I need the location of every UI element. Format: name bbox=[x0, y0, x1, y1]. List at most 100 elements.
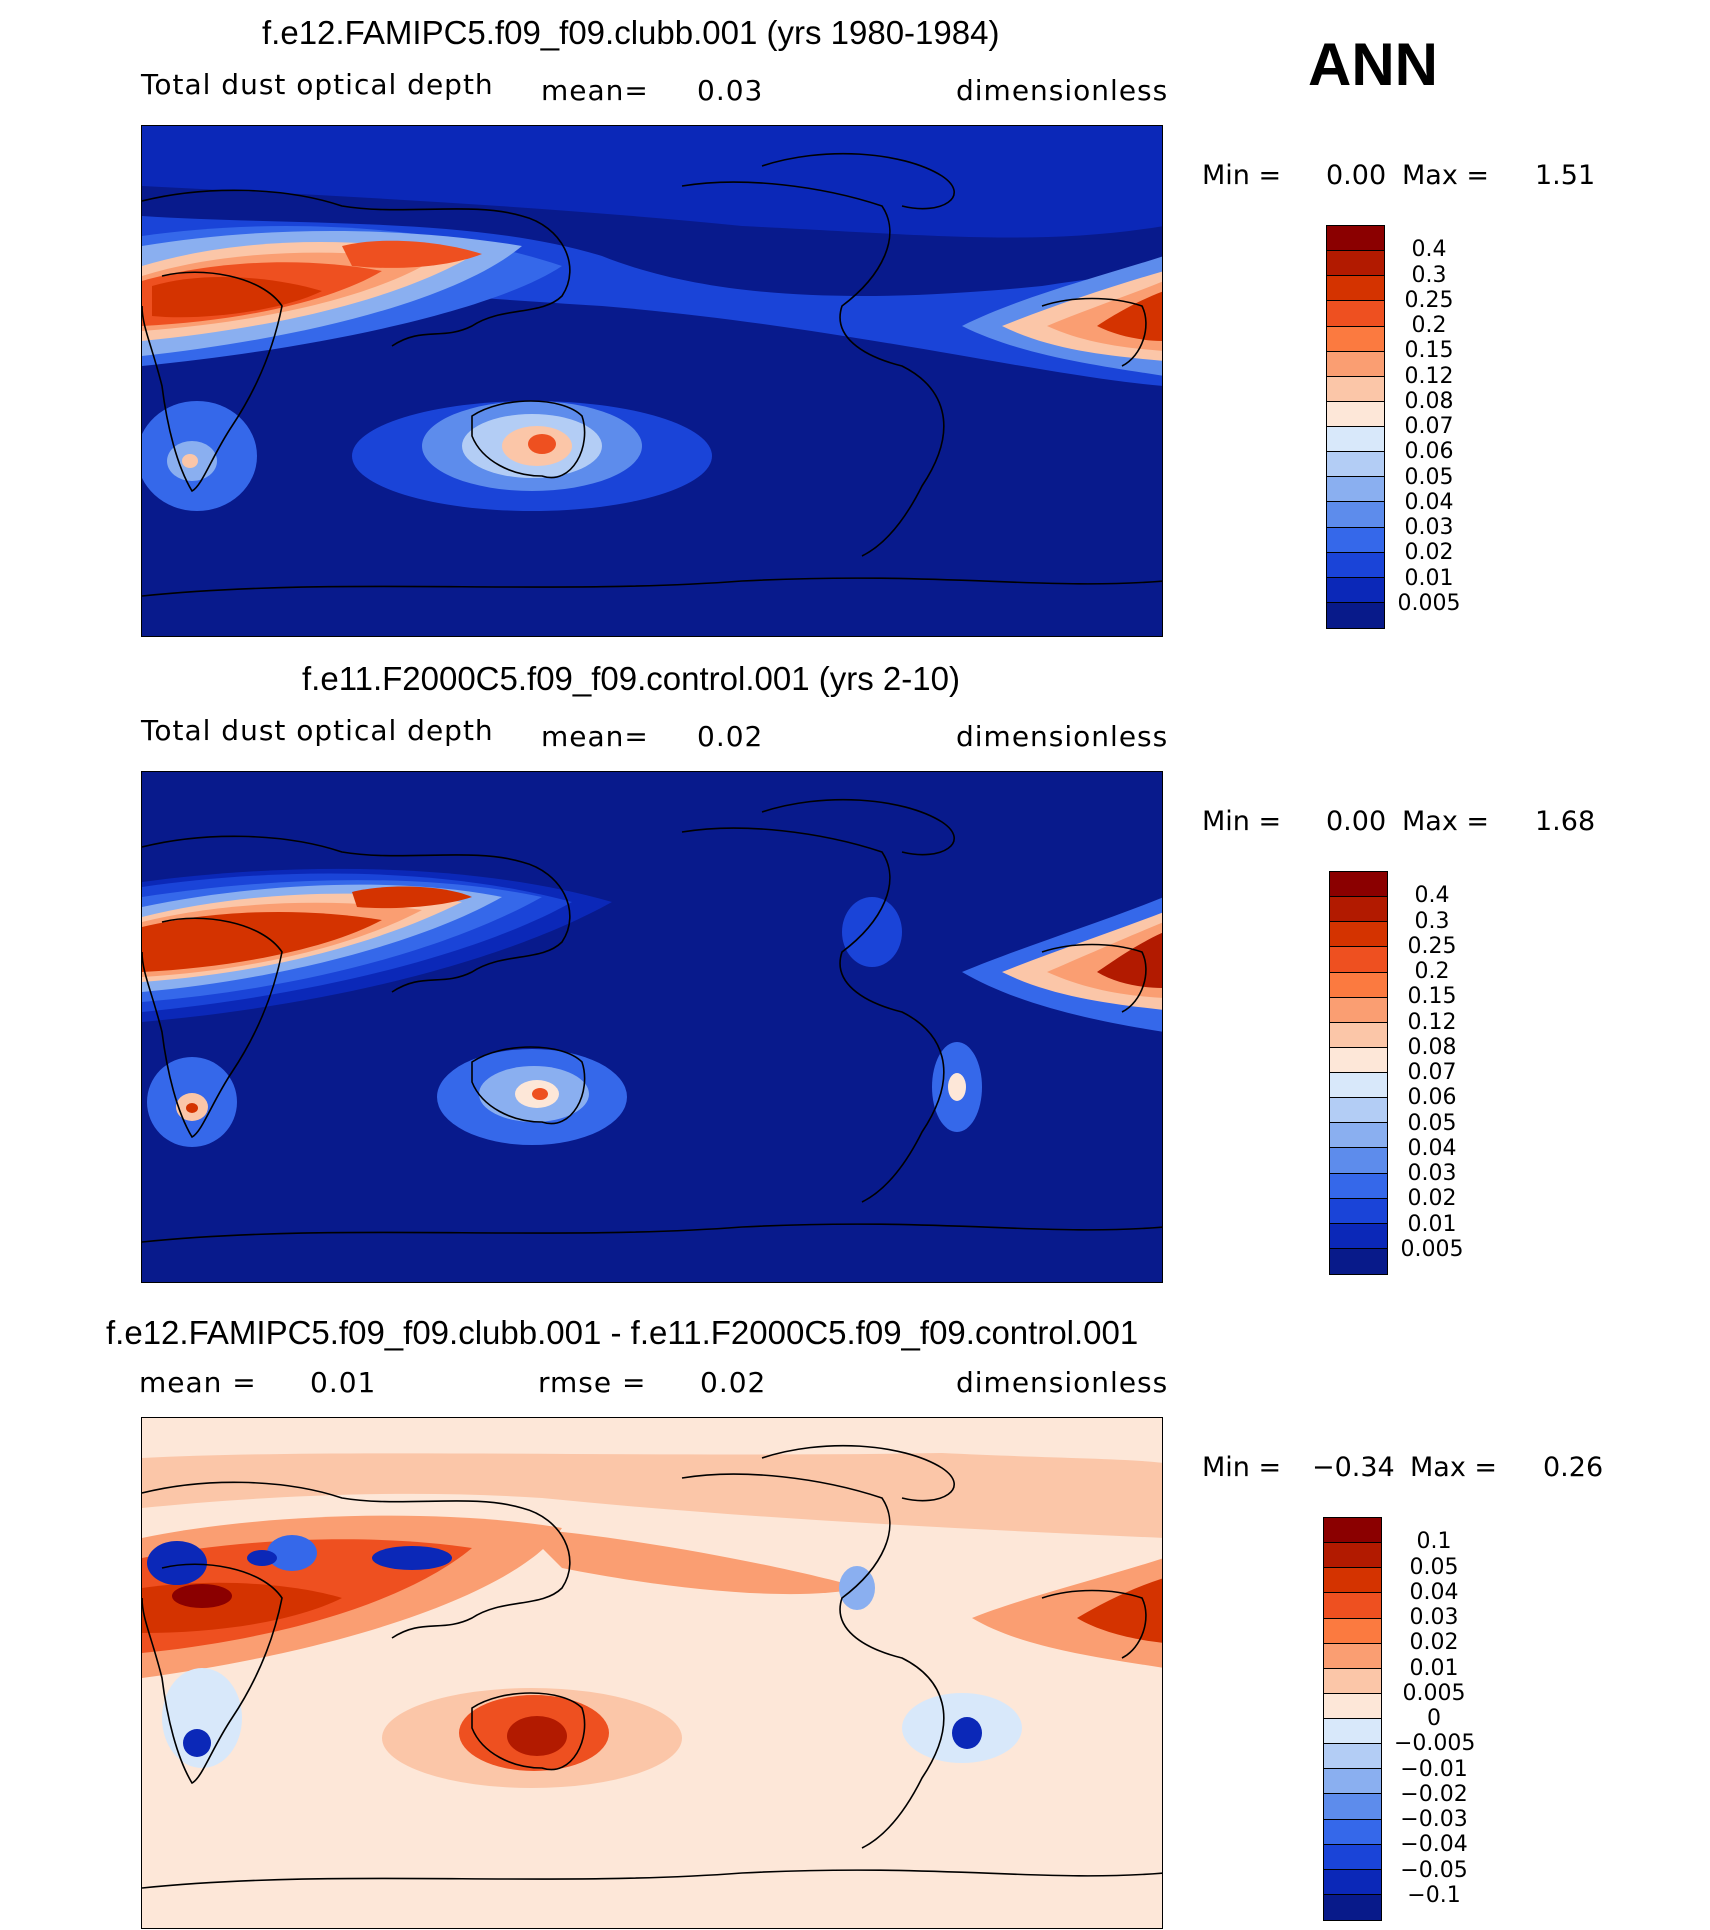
colorbar-swatch bbox=[1327, 351, 1384, 377]
colorbar-level-label: 0.2 bbox=[1414, 959, 1450, 984]
panel3-mean-label: mean = bbox=[139, 1366, 257, 1399]
colorbar-level-label: −0.005 bbox=[1394, 1731, 1476, 1757]
colorbar-swatch bbox=[1330, 947, 1387, 973]
panel2-map-field bbox=[142, 772, 1162, 1282]
colorbar-swatch bbox=[1324, 1618, 1381, 1644]
panel2-title: f.e11.F2000C5.f09_f09.control.001 (yrs 2… bbox=[302, 660, 960, 697]
colorbar-level-label: 0.3 bbox=[1411, 262, 1447, 288]
panel3-map bbox=[141, 1417, 1163, 1929]
colorbar-level-label: 0.01 bbox=[1404, 565, 1454, 591]
colorbar-level-label: 0.04 bbox=[1409, 1579, 1459, 1605]
colorbar-level-label: 0.03 bbox=[1407, 1161, 1457, 1186]
colorbar-level-label: 0 bbox=[1427, 1706, 1441, 1731]
colorbar-swatch bbox=[1327, 427, 1384, 453]
colorbar-level-label: 0.03 bbox=[1409, 1605, 1459, 1630]
colorbar-swatch bbox=[1327, 376, 1384, 402]
colorbar-level-label: 0.05 bbox=[1409, 1554, 1459, 1580]
colorbar-swatch bbox=[1324, 1593, 1381, 1619]
panel1-mean-label: mean= bbox=[541, 74, 649, 107]
colorbar-swatch bbox=[1327, 577, 1384, 603]
colorbar-swatch bbox=[1324, 1643, 1381, 1669]
panel2-max-value: 1.68 bbox=[1535, 806, 1596, 837]
panel2-map bbox=[141, 771, 1163, 1283]
colorbar-level-label: −0.03 bbox=[1400, 1807, 1468, 1832]
panel2-colorbar-labels: 0.4 0.3 0.25 0.2 0.15 0.12 0.08 0.07 0.06 0.05 0.0… bbox=[1398, 871, 1478, 1275]
colorbar-swatch bbox=[1327, 502, 1384, 528]
colorbar-level-label: 0.08 bbox=[1407, 1034, 1457, 1060]
colorbar-swatch bbox=[1330, 1123, 1387, 1149]
panel1-colorbar bbox=[1326, 225, 1385, 629]
colorbar-level-label: −0.01 bbox=[1400, 1756, 1468, 1782]
panel1-colorbar-labels: 0.4 0.3 0.25 0.2 0.15 0.12 0.08 0.07 0.06 0.05 0.0… bbox=[1395, 225, 1475, 629]
colorbar-level-label: 0.005 bbox=[1400, 1236, 1464, 1262]
colorbar-level-label: 0.04 bbox=[1404, 489, 1454, 515]
panel1-map bbox=[141, 125, 1163, 637]
colorbar-swatch bbox=[1327, 226, 1384, 252]
colorbar-swatch bbox=[1324, 1819, 1381, 1845]
panel2-min-value: 0.00 bbox=[1326, 806, 1387, 837]
colorbar-swatch bbox=[1330, 872, 1387, 898]
panel1-variable: Total dust optical depth bbox=[141, 68, 494, 101]
colorbar-swatch bbox=[1324, 1794, 1381, 1820]
colorbar-level-label: 0.2 bbox=[1411, 313, 1447, 338]
panel2-variable: Total dust optical depth bbox=[141, 714, 494, 747]
colorbar-swatch bbox=[1330, 1022, 1387, 1048]
colorbar-level-label: 0.005 bbox=[1402, 1680, 1466, 1706]
panel3-max-label: Max = bbox=[1410, 1452, 1498, 1483]
panel2-mean-label: mean= bbox=[541, 720, 649, 753]
colorbar-swatch bbox=[1330, 1148, 1387, 1174]
colorbar-swatch bbox=[1327, 552, 1384, 578]
colorbar-level-label: 0.005 bbox=[1397, 590, 1461, 616]
colorbar-swatch bbox=[1327, 326, 1384, 352]
season-label: ANN bbox=[1308, 31, 1438, 98]
panel3-colorbar-labels: 0.1 0.05 0.04 0.03 0.02 0.01 0.005 0 −0.005 −0.01… bbox=[1394, 1517, 1480, 1921]
colorbar-swatch bbox=[1327, 401, 1384, 427]
colorbar-swatch bbox=[1330, 997, 1387, 1023]
panel3-units: dimensionless bbox=[956, 1366, 1169, 1399]
panel1-map-field bbox=[142, 126, 1162, 636]
panel3-map-field bbox=[142, 1418, 1162, 1928]
colorbar-swatch bbox=[1327, 301, 1384, 327]
colorbar-swatch bbox=[1330, 1173, 1387, 1199]
colorbar-swatch bbox=[1324, 1744, 1381, 1770]
colorbar-level-label: 0.1 bbox=[1416, 1529, 1452, 1555]
panel2-mean-value: 0.02 bbox=[697, 720, 764, 753]
panel2-max-label: Max = bbox=[1402, 806, 1490, 837]
colorbar-level-label: 0.25 bbox=[1404, 287, 1454, 313]
colorbar-level-label: 0.4 bbox=[1414, 883, 1450, 909]
panel3-title: f.e12.FAMIPC5.f09_f09.clubb.001 - f.e11.… bbox=[106, 1314, 1139, 1351]
colorbar-swatch bbox=[1330, 1248, 1387, 1274]
colorbar-level-label: 0.04 bbox=[1407, 1135, 1457, 1161]
panel1-max-value: 1.51 bbox=[1535, 160, 1596, 191]
colorbar-swatch bbox=[1327, 276, 1384, 302]
colorbar-level-label: 0.3 bbox=[1414, 908, 1450, 934]
panel2-min-label: Min = bbox=[1202, 806, 1282, 837]
colorbar-level-label: 0.06 bbox=[1407, 1085, 1457, 1111]
panel2-colorbar bbox=[1329, 871, 1388, 1275]
colorbar-level-label: 0.05 bbox=[1407, 1110, 1457, 1136]
colorbar-level-label: −0.1 bbox=[1407, 1882, 1461, 1908]
colorbar-level-label: 0.12 bbox=[1407, 1009, 1457, 1035]
colorbar-level-label: 0.07 bbox=[1407, 1060, 1457, 1085]
colorbar-swatch bbox=[1327, 527, 1384, 553]
colorbar-level-label: 0.15 bbox=[1407, 984, 1457, 1010]
colorbar-level-label: 0.03 bbox=[1404, 515, 1454, 540]
colorbar-swatch bbox=[1327, 602, 1384, 628]
colorbar-swatch bbox=[1330, 922, 1387, 948]
colorbar-swatch bbox=[1327, 477, 1384, 503]
colorbar-swatch bbox=[1324, 1769, 1381, 1795]
colorbar-swatch bbox=[1330, 972, 1387, 998]
colorbar-level-label: −0.02 bbox=[1400, 1781, 1468, 1807]
colorbar-swatch bbox=[1330, 1198, 1387, 1224]
panel3-rmse-label: rmse = bbox=[538, 1366, 647, 1399]
panel3-min-label: Min = bbox=[1202, 1452, 1282, 1483]
colorbar-swatch bbox=[1330, 1073, 1387, 1099]
colorbar-level-label: 0.15 bbox=[1404, 338, 1454, 364]
panel3-mean-value: 0.01 bbox=[310, 1366, 377, 1399]
colorbar-level-label: 0.02 bbox=[1409, 1630, 1459, 1656]
colorbar-swatch bbox=[1330, 1098, 1387, 1124]
colorbar-swatch bbox=[1324, 1693, 1381, 1719]
colorbar-level-label: 0.12 bbox=[1404, 363, 1454, 389]
panel1-max-label: Max = bbox=[1402, 160, 1490, 191]
colorbar-swatch bbox=[1324, 1568, 1381, 1594]
